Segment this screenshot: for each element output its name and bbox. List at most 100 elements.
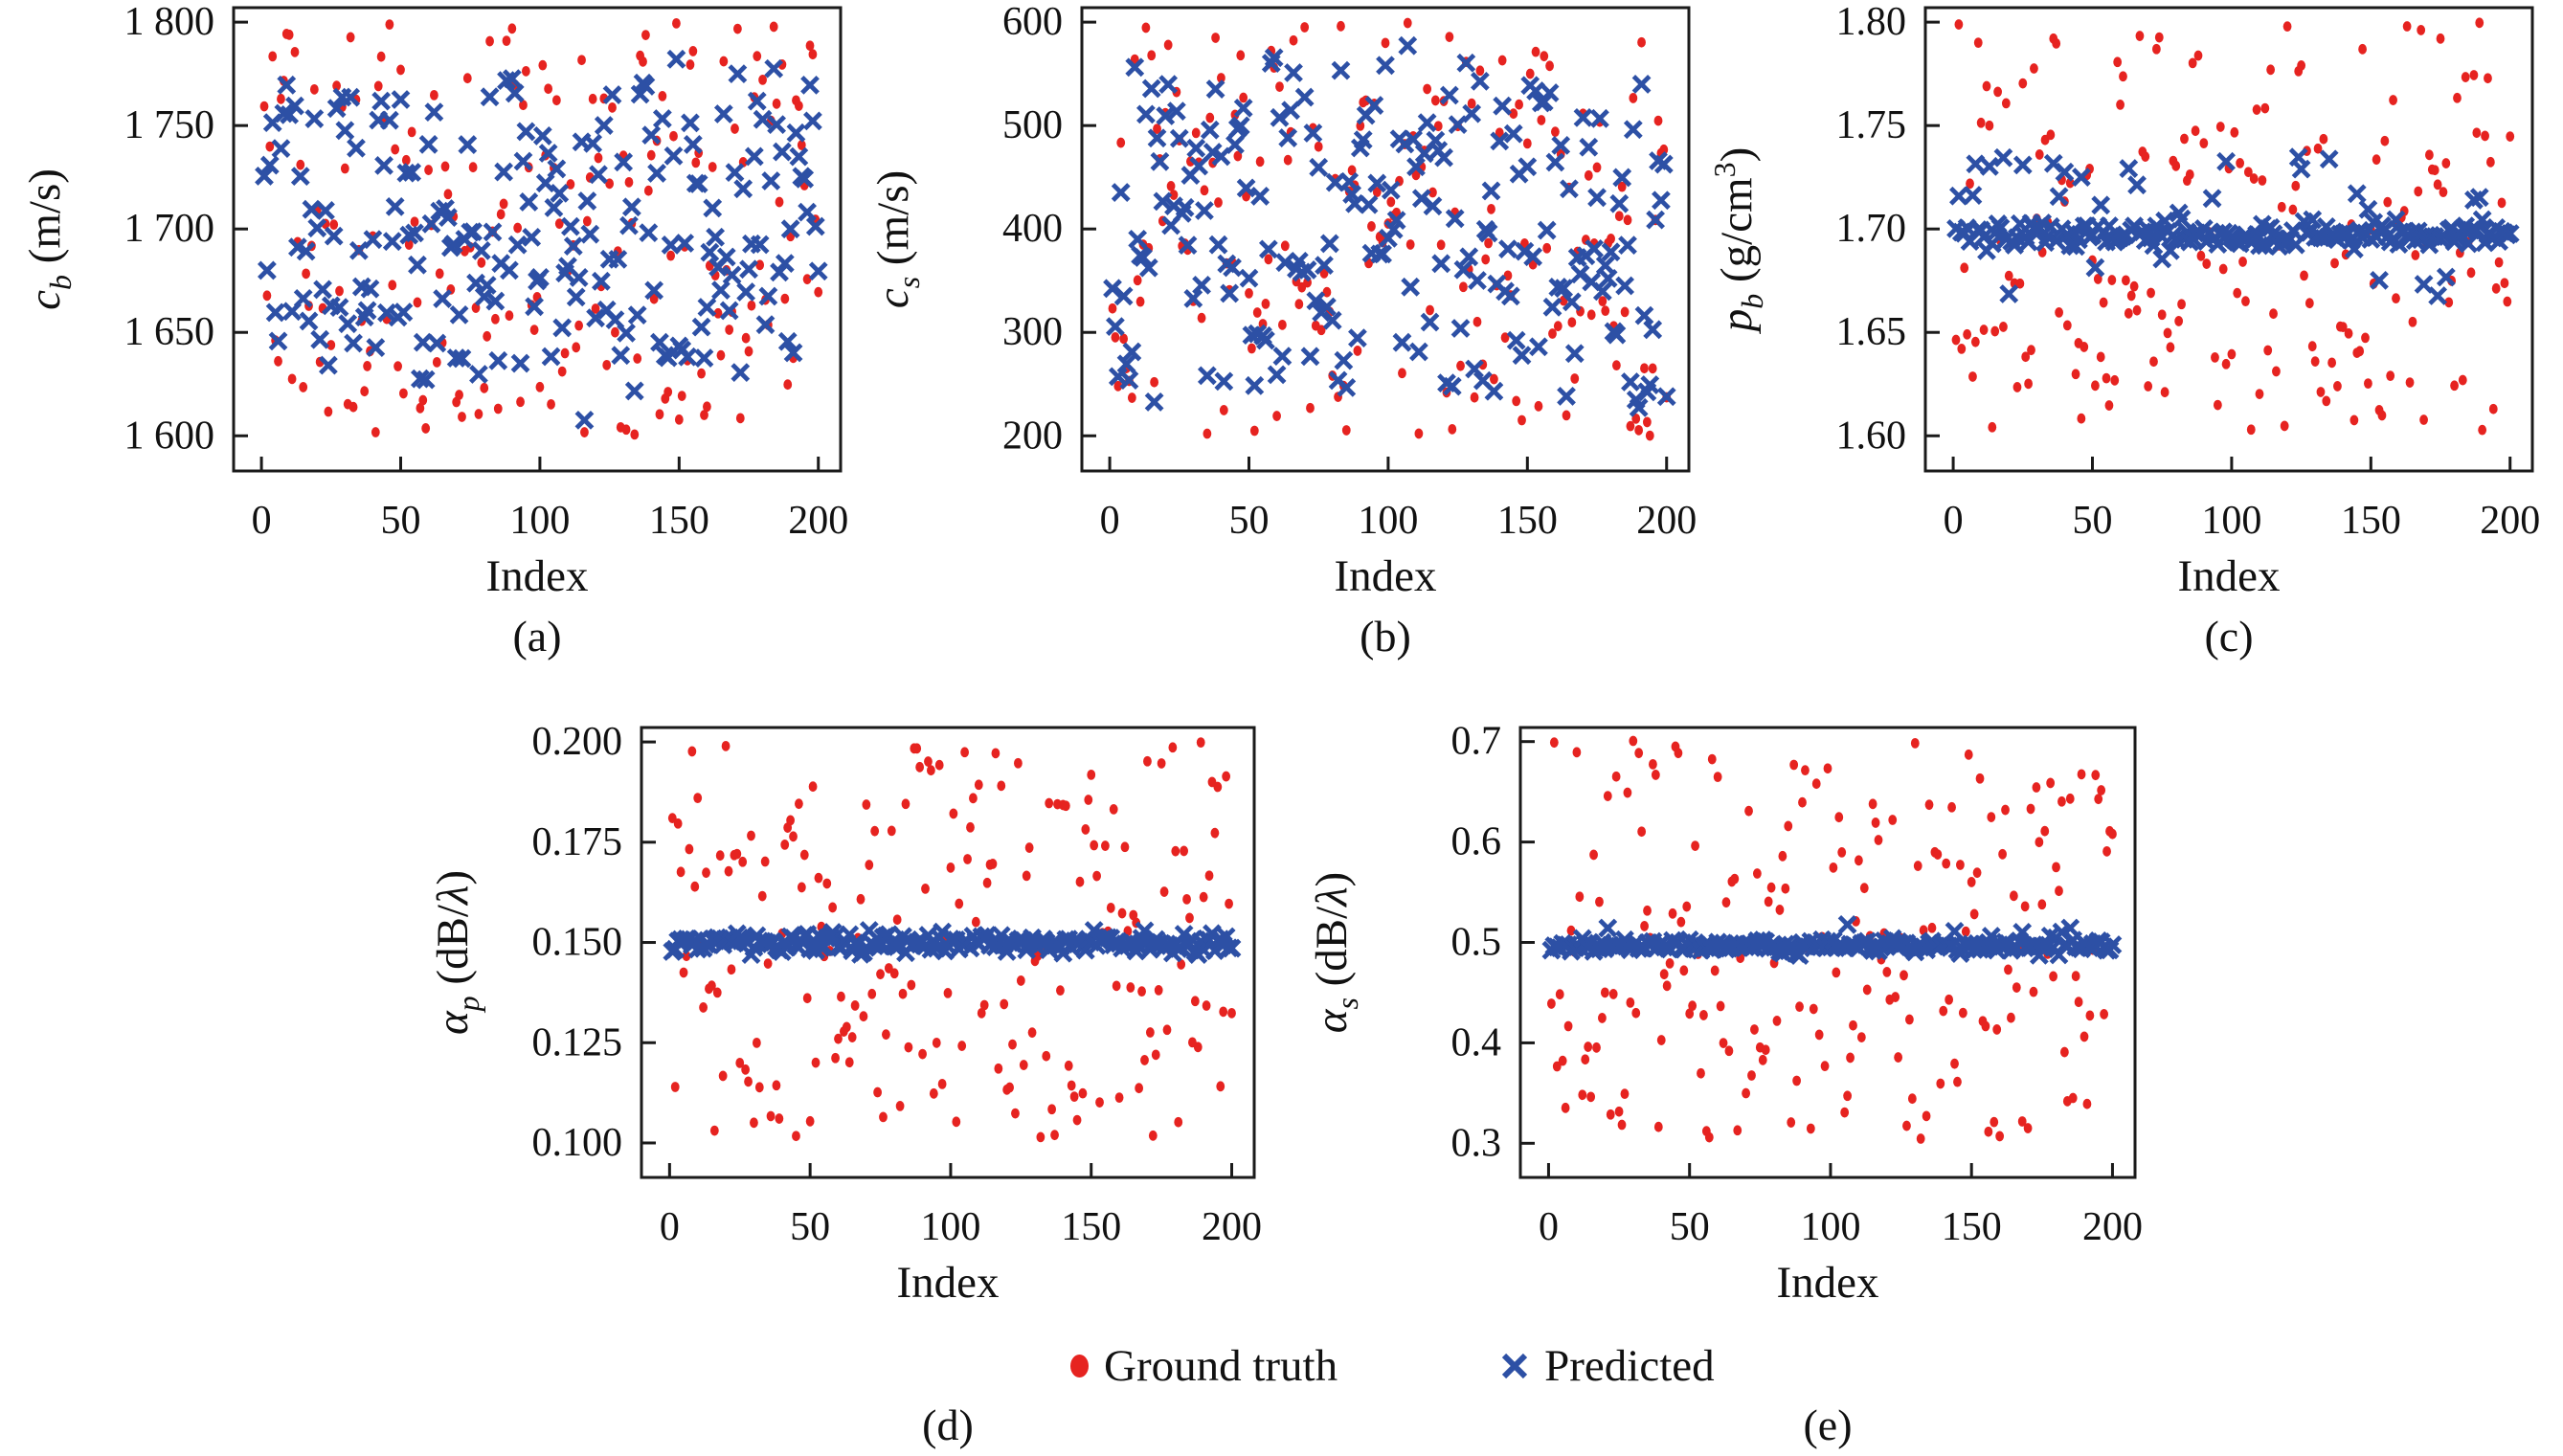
data-point: [474, 409, 483, 419]
data-point: [1966, 178, 1974, 190]
data-point: [1546, 998, 1556, 1009]
data-point: [728, 64, 748, 84]
data-point: [1197, 366, 1217, 386]
data-point: [1087, 769, 1096, 780]
data-point: [711, 280, 731, 300]
plot-c-xtick-label: 100: [2201, 499, 2261, 543]
data-point: [1153, 191, 1173, 212]
data-point: [304, 109, 325, 128]
data-point: [2149, 356, 2158, 368]
data-point: [469, 365, 488, 384]
data-point: [1278, 128, 1298, 147]
data-point: [946, 862, 956, 873]
data-point: [1766, 882, 1776, 893]
plot-a-xlabel: Index: [485, 551, 588, 601]
data-point: [2185, 168, 2194, 180]
data-point: [1795, 1001, 1804, 1013]
data-point: [1205, 112, 1215, 123]
data-point: [1707, 753, 1717, 765]
data-point: [650, 332, 669, 352]
data-point: [731, 363, 751, 382]
data-point: [1275, 81, 1284, 92]
data-point: [1367, 173, 1387, 193]
data-point: [2080, 1031, 2089, 1042]
data-point: [1294, 299, 1304, 310]
caption-d: (d): [922, 1400, 974, 1449]
data-point: [1233, 150, 1243, 162]
data-point: [379, 110, 399, 130]
data-point: [2049, 971, 2057, 982]
data-point: [867, 988, 877, 999]
data-point: [725, 325, 734, 335]
data-point: [2085, 1010, 2095, 1021]
data-point: [1832, 967, 1841, 978]
data-point: [277, 75, 297, 95]
data-point: [1134, 248, 1153, 267]
data-point: [547, 159, 567, 179]
data-point: [1607, 325, 1627, 345]
data-point: [290, 46, 300, 57]
data-point: [1061, 800, 1070, 812]
data-point: [290, 167, 310, 187]
data-point: [1398, 35, 1418, 56]
data-point: [1056, 985, 1065, 997]
data-point: [808, 261, 828, 281]
legend-label-ground-truth: Ground truth: [1104, 1341, 1338, 1391]
data-point: [1008, 1039, 1017, 1050]
data-point: [385, 19, 394, 31]
data-point: [1534, 400, 1543, 412]
data-point: [802, 274, 812, 285]
data-point: [1540, 83, 1560, 102]
data-point: [1640, 921, 1649, 931]
data-point: [1050, 1130, 1059, 1141]
data-point: [1951, 334, 1961, 346]
data-point: [602, 359, 612, 370]
data-point: [608, 250, 628, 269]
data-point: [1509, 108, 1518, 120]
data-point: [1564, 344, 1585, 364]
data-point: [2124, 307, 2133, 319]
data-point: [1478, 223, 1498, 243]
plot-e-xtick-label: 100: [1800, 1205, 1860, 1249]
data-point: [1522, 138, 1532, 149]
data-point: [363, 230, 383, 250]
plot-a-ylabel: cb (m/s): [20, 168, 78, 310]
data-point: [2151, 43, 2161, 55]
data-point: [554, 218, 564, 230]
data-point: [1653, 1121, 1663, 1132]
data-point: [265, 302, 285, 323]
plot-d-xtick-label: 50: [790, 1205, 830, 1249]
data-point: [2020, 901, 2030, 912]
data-point: [1503, 270, 1513, 281]
data-point: [1225, 135, 1245, 155]
plot-b-xtick-label: 150: [1497, 499, 1558, 543]
data-point: [725, 163, 745, 183]
plot-c-ytick-label: 1.60: [1836, 414, 1907, 458]
data-point: [691, 317, 711, 337]
data-point: [1973, 37, 1983, 49]
data-point: [918, 1048, 927, 1060]
data-point: [1957, 344, 1967, 354]
data-point: [997, 780, 1006, 792]
data-point: [1969, 908, 1979, 920]
data-point: [1907, 1093, 1917, 1105]
data-point: [691, 157, 701, 168]
data-point: [1140, 1055, 1149, 1065]
data-point: [1781, 883, 1790, 894]
data-point: [892, 914, 902, 926]
data-point: [1141, 22, 1151, 34]
data-point: [560, 347, 570, 359]
data-point: [2071, 168, 2091, 187]
data-point: [1758, 1054, 1767, 1065]
data-point: [1688, 1000, 1697, 1012]
data-point: [485, 291, 506, 311]
data-point: [2029, 986, 2038, 997]
data-point: [1617, 1119, 1627, 1131]
data-point: [2099, 297, 2108, 308]
data-point: [750, 235, 770, 255]
data-point: [2068, 1092, 2078, 1104]
data-point: [1219, 405, 1228, 415]
data-point: [1196, 737, 1205, 749]
data-point: [2110, 374, 2120, 386]
